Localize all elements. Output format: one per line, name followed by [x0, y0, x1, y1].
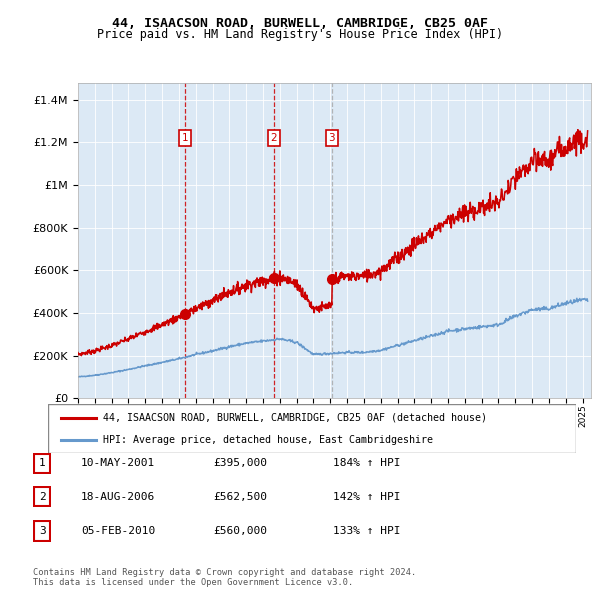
Text: 184% ↑ HPI: 184% ↑ HPI [333, 458, 401, 468]
Text: 3: 3 [39, 526, 46, 536]
Text: £395,000: £395,000 [213, 458, 267, 468]
Text: 2: 2 [271, 133, 277, 143]
Text: 18-AUG-2006: 18-AUG-2006 [81, 492, 155, 502]
Text: 44, ISAACSON ROAD, BURWELL, CAMBRIDGE, CB25 0AF: 44, ISAACSON ROAD, BURWELL, CAMBRIDGE, C… [112, 17, 488, 30]
Text: £560,000: £560,000 [213, 526, 267, 536]
Text: 3: 3 [328, 133, 335, 143]
Text: 05-FEB-2010: 05-FEB-2010 [81, 526, 155, 536]
Text: 10-MAY-2001: 10-MAY-2001 [81, 458, 155, 468]
Text: 2: 2 [39, 492, 46, 502]
Text: 1: 1 [39, 458, 46, 468]
Text: £562,500: £562,500 [213, 492, 267, 502]
Text: 44, ISAACSON ROAD, BURWELL, CAMBRIDGE, CB25 0AF (detached house): 44, ISAACSON ROAD, BURWELL, CAMBRIDGE, C… [103, 412, 487, 422]
Text: Contains HM Land Registry data © Crown copyright and database right 2024.
This d: Contains HM Land Registry data © Crown c… [33, 568, 416, 587]
Text: 142% ↑ HPI: 142% ↑ HPI [333, 492, 401, 502]
Text: 1: 1 [182, 133, 188, 143]
Text: 133% ↑ HPI: 133% ↑ HPI [333, 526, 401, 536]
Text: HPI: Average price, detached house, East Cambridgeshire: HPI: Average price, detached house, East… [103, 435, 433, 445]
Text: Price paid vs. HM Land Registry's House Price Index (HPI): Price paid vs. HM Land Registry's House … [97, 28, 503, 41]
